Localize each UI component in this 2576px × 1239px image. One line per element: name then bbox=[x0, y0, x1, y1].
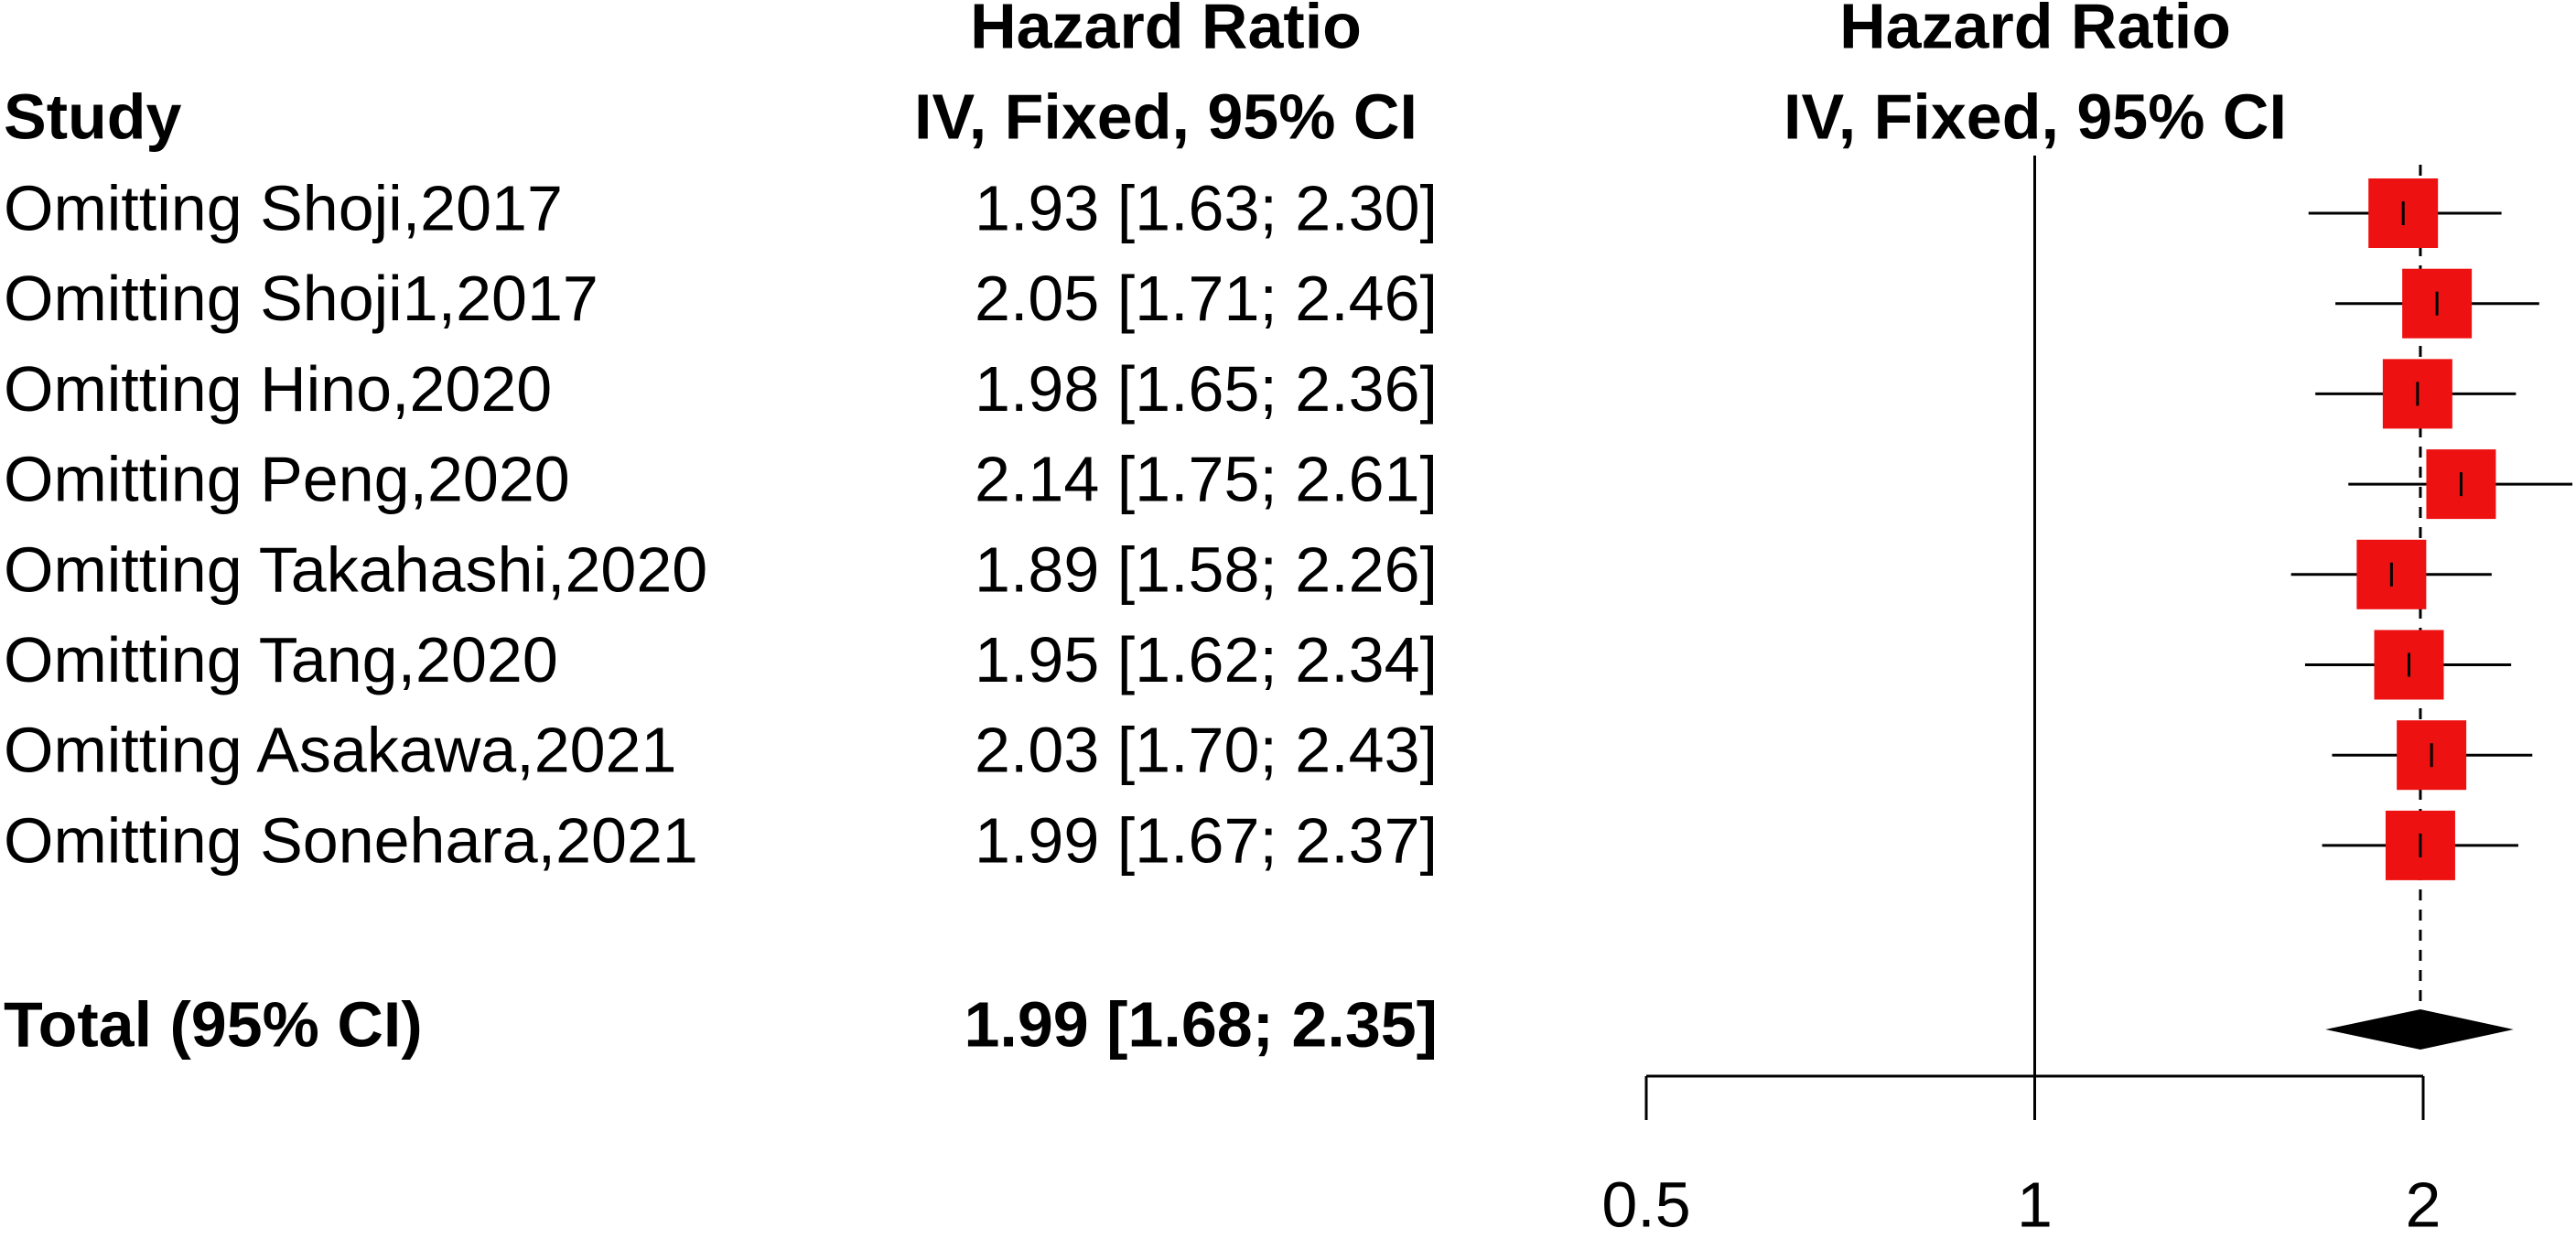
study-label: Omitting Sonehara,2021 bbox=[4, 804, 698, 876]
study-header: Study bbox=[4, 81, 182, 152]
effect-label: 2.05 [1.71; 2.46] bbox=[975, 263, 1438, 334]
study-label: Omitting Shoji,2017 bbox=[4, 172, 563, 243]
total-diamond bbox=[2325, 1009, 2514, 1050]
x-tick-label: 2 bbox=[2406, 1169, 2441, 1239]
effect-header: Hazard Ratio bbox=[970, 0, 1362, 61]
effect-label: 1.98 [1.65; 2.36] bbox=[975, 353, 1438, 425]
plot-header: IV, Fixed, 95% CI bbox=[1784, 81, 2287, 152]
plot-header: Hazard Ratio bbox=[1839, 0, 2231, 61]
study-label: Omitting Hino,2020 bbox=[4, 353, 552, 425]
effect-header: IV, Fixed, 95% CI bbox=[914, 81, 1417, 152]
study-label: Omitting Shoji1,2017 bbox=[4, 263, 598, 334]
x-tick-label: 0.5 bbox=[1601, 1169, 1690, 1239]
effect-label: 1.95 [1.62; 2.34] bbox=[975, 624, 1438, 695]
total-label: Total (95% CI) bbox=[4, 988, 423, 1060]
study-label: Omitting Tang,2020 bbox=[4, 624, 558, 695]
effect-label: 2.14 [1.75; 2.61] bbox=[975, 444, 1438, 515]
effect-label: 2.03 [1.70; 2.43] bbox=[975, 715, 1438, 786]
study-label: Omitting Asakawa,2021 bbox=[4, 715, 676, 786]
study-label: Omitting Peng,2020 bbox=[4, 444, 570, 515]
effect-label: 1.93 [1.63; 2.30] bbox=[975, 172, 1438, 243]
x-tick-label: 1 bbox=[2017, 1169, 2053, 1239]
study-label: Omitting Takahashi,2020 bbox=[4, 533, 707, 605]
total-effect-label: 1.99 [1.68; 2.35] bbox=[964, 988, 1438, 1060]
effect-label: 1.99 [1.67; 2.37] bbox=[975, 804, 1438, 876]
effect-label: 1.89 [1.58; 2.26] bbox=[975, 533, 1438, 605]
